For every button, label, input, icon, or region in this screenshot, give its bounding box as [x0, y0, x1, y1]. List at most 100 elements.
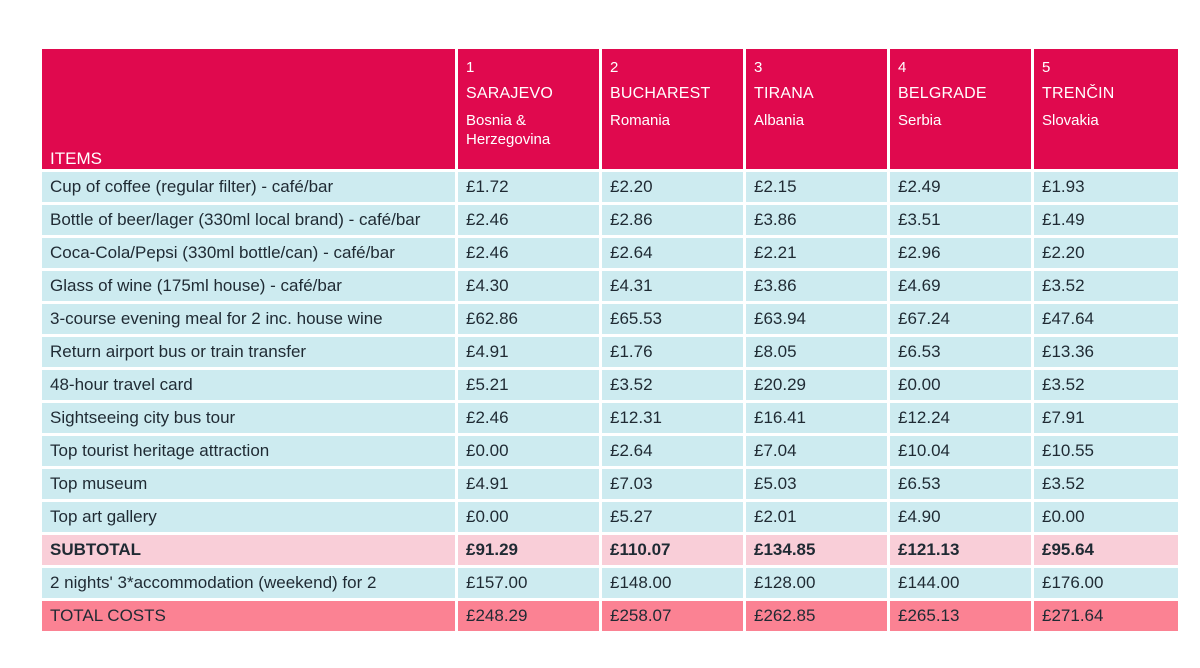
country-name: Romania — [610, 112, 671, 129]
price-cell: £0.00 — [1034, 502, 1178, 535]
price-cell: £2.96 — [890, 238, 1034, 271]
price-cell: £258.07 — [602, 601, 746, 634]
price-cell: £10.55 — [1034, 436, 1178, 469]
city-header-5: 5 TRENČIN Slovakia — [1034, 49, 1178, 172]
price-cell: £2.64 — [602, 436, 746, 469]
city-header-3: 3 TIRANA Albania — [746, 49, 890, 172]
price-cell: £0.00 — [458, 502, 602, 535]
price-cell: £65.53 — [602, 304, 746, 337]
city-header-4: 4 BELGRADE Serbia — [890, 49, 1034, 172]
city-name: TRENČIN — [1042, 85, 1115, 102]
price-cell: £62.86 — [458, 304, 602, 337]
price-cell: £4.30 — [458, 271, 602, 304]
city-name: SARAJEVO — [466, 85, 553, 102]
price-cell: £6.53 — [890, 337, 1034, 370]
city-name: BUCHAREST — [610, 85, 711, 102]
items-column-header: ITEMS — [42, 49, 458, 172]
price-cell: £3.52 — [1034, 469, 1178, 502]
price-cell: £12.24 — [890, 403, 1034, 436]
price-cell: £5.27 — [602, 502, 746, 535]
price-cell: £8.05 — [746, 337, 890, 370]
price-cell: £7.04 — [746, 436, 890, 469]
table-row: 48-hour travel card £5.21 £3.52 £20.29 £0.00… — [42, 370, 1178, 403]
item-label: Bottle of beer/lager (330ml local brand)… — [42, 205, 458, 238]
price-cell: £3.51 — [890, 205, 1034, 238]
price-cell: £47.64 — [1034, 304, 1178, 337]
item-label: Cup of coffee (regular filter) - café/ba… — [42, 172, 458, 205]
price-cell: £4.90 — [890, 502, 1034, 535]
price-cell: £4.91 — [458, 469, 602, 502]
table-row: Return airport bus or train transfer £4.9… — [42, 337, 1178, 370]
price-cell: £4.69 — [890, 271, 1034, 304]
cost-comparison-table: ITEMS 1 SARAJEVO Bosnia & Herzegovina 2 … — [42, 49, 1178, 634]
city-name: TIRANA — [754, 85, 814, 102]
item-label: Coca-Cola/Pepsi (330ml bottle/can) - caf… — [42, 238, 458, 271]
item-label: Glass of wine (175ml house) - café/bar — [42, 271, 458, 304]
country-name: Slovakia — [1042, 112, 1099, 129]
city-header-2: 2 BUCHAREST Romania — [602, 49, 746, 172]
price-cell: £2.86 — [602, 205, 746, 238]
price-cell: £3.52 — [1034, 370, 1178, 403]
price-cell: £0.00 — [458, 436, 602, 469]
table-row: 3-course evening meal for 2 inc. house w… — [42, 304, 1178, 337]
price-cell: £3.86 — [746, 205, 890, 238]
price-cell: £110.07 — [602, 535, 746, 568]
price-cell: £63.94 — [746, 304, 890, 337]
price-cell: £121.13 — [890, 535, 1034, 568]
price-cell: £1.49 — [1034, 205, 1178, 238]
price-cell: £1.93 — [1034, 172, 1178, 205]
city-header-1: 1 SARAJEVO Bosnia & Herzegovina — [458, 49, 602, 172]
item-label: TOTAL COSTS — [42, 601, 458, 634]
price-cell: £3.86 — [746, 271, 890, 304]
price-cell: £2.20 — [1034, 238, 1178, 271]
table-row: Glass of wine (175ml house) - café/bar £4… — [42, 271, 1178, 304]
table-row: Sightseeing city bus tour £2.46 £12.31 £16.… — [42, 403, 1178, 436]
price-cell: £262.85 — [746, 601, 890, 634]
price-cell: £134.85 — [746, 535, 890, 568]
price-cell: £2.15 — [746, 172, 890, 205]
price-cell: £144.00 — [890, 568, 1034, 601]
table-body: Cup of coffee (regular filter) - café/ba… — [42, 172, 1178, 634]
city-number: 5 — [1042, 59, 1051, 76]
price-cell: £16.41 — [746, 403, 890, 436]
price-cell: £2.20 — [602, 172, 746, 205]
table-row: Coca-Cola/Pepsi (330ml bottle/can) - caf… — [42, 238, 1178, 271]
price-cell: £7.03 — [602, 469, 746, 502]
price-cell: £67.24 — [890, 304, 1034, 337]
item-label: 48-hour travel card — [42, 370, 458, 403]
price-cell: £95.64 — [1034, 535, 1178, 568]
price-cell: £2.64 — [602, 238, 746, 271]
price-cell: £248.29 — [458, 601, 602, 634]
price-cell: £157.00 — [458, 568, 602, 601]
price-cell: £1.72 — [458, 172, 602, 205]
price-cell: £5.03 — [746, 469, 890, 502]
country-name: Albania — [754, 112, 805, 129]
price-cell: £7.91 — [1034, 403, 1178, 436]
price-cell: £91.29 — [458, 535, 602, 568]
total-row: TOTAL COSTS £248.29 £258.07 £262.85 £265.13 £… — [42, 601, 1178, 634]
country-name: Bosnia & Herzegovina — [466, 112, 551, 148]
item-label: Sightseeing city bus tour — [42, 403, 458, 436]
price-cell: £2.21 — [746, 238, 890, 271]
accommodation-row: 2 nights' 3*accommodation (weekend) for … — [42, 568, 1178, 601]
price-cell: £5.21 — [458, 370, 602, 403]
price-cell: £271.64 — [1034, 601, 1178, 634]
price-cell: £6.53 — [890, 469, 1034, 502]
item-label: Top art gallery — [42, 502, 458, 535]
table-row: Cup of coffee (regular filter) - café/ba… — [42, 172, 1178, 205]
table-row: Top art gallery £0.00 £5.27 £2.01 £4.90 £0.00 — [42, 502, 1178, 535]
header-row: ITEMS 1 SARAJEVO Bosnia & Herzegovina 2 … — [42, 49, 1178, 172]
price-cell: £20.29 — [746, 370, 890, 403]
item-label: Top museum — [42, 469, 458, 502]
item-label: Return airport bus or train transfer — [42, 337, 458, 370]
item-label: SUBTOTAL — [42, 535, 458, 568]
city-number: 4 — [898, 59, 907, 76]
table-row: Bottle of beer/lager (330ml local brand)… — [42, 205, 1178, 238]
price-cell: £4.31 — [602, 271, 746, 304]
price-cell: £265.13 — [890, 601, 1034, 634]
price-cell: £2.46 — [458, 205, 602, 238]
city-name: BELGRADE — [898, 85, 987, 102]
price-cell: £176.00 — [1034, 568, 1178, 601]
price-cell: £2.46 — [458, 403, 602, 436]
price-cell: £0.00 — [890, 370, 1034, 403]
